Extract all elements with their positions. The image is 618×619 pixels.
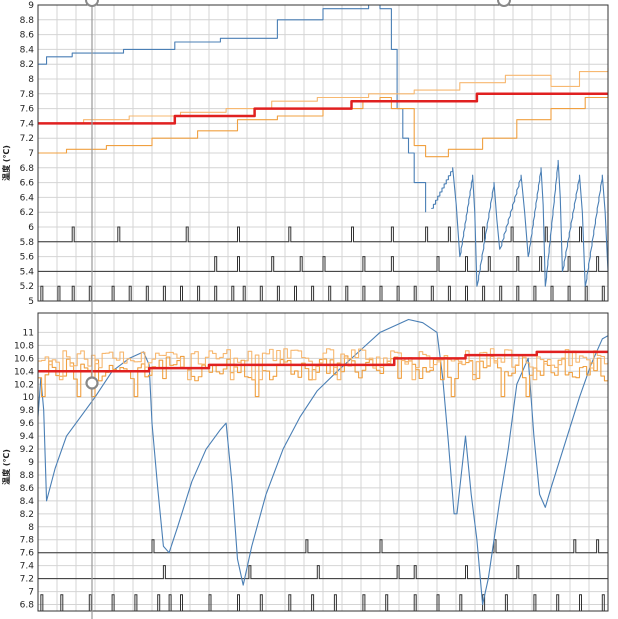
y-tick-label: 6.8 (20, 164, 35, 174)
y-tick-label: 8.4 (20, 497, 35, 507)
y-tick-label: 9.8 (20, 406, 35, 416)
y-tick-label: 9.2 (20, 445, 34, 455)
y-tick-label: 7.8 (20, 90, 35, 100)
y-tick-label: 10.4 (14, 367, 34, 377)
time-cursor[interactable] (85, 0, 511, 619)
y-tick-label: 7.8 (20, 536, 35, 546)
y-tick-label: 6.4 (20, 193, 35, 203)
y-tick-label: 9.4 (20, 432, 35, 442)
y-tick-label: 9 (28, 1, 34, 11)
y-tick-label: 9.6 (20, 419, 35, 429)
cursor-handle-top-right (497, 0, 511, 7)
y-tick-label: 6.8 (20, 601, 35, 611)
pulse-series (38, 539, 608, 554)
pulse-series (38, 256, 608, 272)
lower-y-axis-label: 温度 (℃) (1, 449, 11, 485)
y-tick-label: 8.2 (20, 510, 34, 520)
plot-frame (37, 312, 609, 612)
pulse-series (38, 565, 608, 580)
upper-y-axis-label: 温度 (℃) (1, 145, 11, 181)
data-series-line (38, 4, 427, 213)
cursor-handle (85, 376, 99, 390)
y-tick-label: 7.4 (20, 562, 35, 572)
y-tick-label: 8.6 (20, 31, 35, 41)
y-tick-label: 7.2 (20, 134, 34, 144)
y-tick-label: 5.8 (20, 238, 35, 248)
y-tick-label: 5.6 (20, 253, 35, 263)
y-tick-label: 5.2 (20, 282, 34, 292)
y-tick-label: 8 (28, 523, 34, 533)
data-series-line (38, 350, 608, 373)
plot-frame (37, 4, 609, 302)
y-tick-label: 8 (28, 75, 34, 85)
data-series-line (38, 92, 608, 125)
y-tick-label: 10.6 (14, 354, 34, 364)
cursor-handle-top-left (85, 0, 99, 7)
data-series-line (38, 348, 609, 381)
data-series-line (38, 67, 609, 124)
y-tick-label: 6.2 (20, 208, 34, 218)
y-tick-label: 10.8 (14, 341, 34, 351)
upper-chart-panel: 温度 (℃) 5 5.2 5.4 5.6 5.8 6 6.2 6.4 6.6 6.8 7 7.2 7.4… (1, 1, 609, 307)
data-series-line (38, 90, 609, 158)
y-tick-label: 8.6 (20, 484, 35, 494)
y-tick-label: 5 (28, 297, 34, 307)
y-tick-label: 9 (28, 458, 34, 468)
y-tick-label: 8.4 (20, 45, 35, 55)
data-series-line (431, 159, 609, 287)
y-tick-label: 6.6 (20, 179, 35, 189)
y-tick-label: 8.8 (20, 16, 35, 26)
y-tick-label: 10.2 (14, 380, 34, 390)
pulse-series (38, 226, 608, 243)
y-tick-label: 8.8 (20, 471, 35, 481)
y-tick-label: 7 (28, 588, 34, 598)
y-tick-label: 7.6 (20, 105, 35, 115)
y-tick-label: 8.2 (20, 60, 34, 70)
y-tick-label: 7.4 (20, 119, 35, 129)
y-tick-label: 7 (28, 149, 34, 159)
y-tick-label: 5.4 (20, 267, 35, 277)
y-tick-label: 7.2 (20, 575, 34, 585)
y-tick-label: 10 (23, 393, 35, 403)
lower-chart-panel: 温度 (℃) 6.8 7 7.2 7.4 7.6 7.8 8 8.2 8.4 8.6 8.8 9 9.2… (1, 312, 609, 612)
y-tick-label: 6 (28, 223, 34, 233)
y-tick-label: 7.6 (20, 549, 35, 559)
y-tick-label: 11 (23, 328, 34, 338)
